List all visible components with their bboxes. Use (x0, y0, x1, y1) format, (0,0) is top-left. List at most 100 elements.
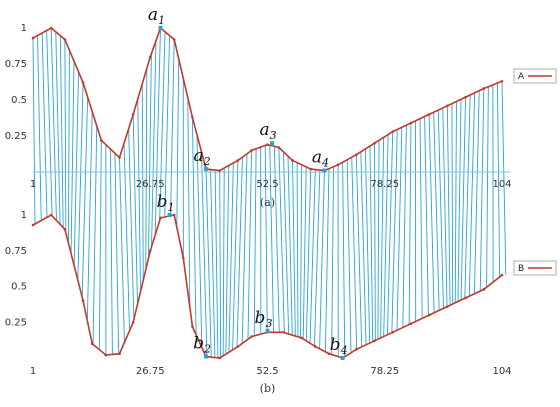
linkage-line (219, 170, 222, 358)
linkage-line (50, 27, 57, 221)
linkage-line (81, 97, 89, 298)
x-tick-label: 1 (30, 179, 36, 190)
linkage-line (205, 169, 212, 358)
linkage-line (132, 114, 138, 305)
linkage-line (364, 148, 371, 344)
data-point (90, 342, 94, 346)
linkage-line (351, 157, 358, 350)
linkage-line (454, 101, 457, 303)
annotation-label: b3 (255, 308, 273, 330)
data-point (266, 143, 269, 146)
data-point (100, 139, 103, 142)
data-point (148, 55, 152, 59)
annotation-marker (204, 354, 209, 359)
data-point (81, 299, 85, 303)
linkage-line (282, 151, 290, 334)
linkage-line (346, 159, 352, 353)
data-point (181, 256, 185, 260)
x-tick-label: 78.25 (370, 366, 399, 377)
x-tick-label: 1 (30, 366, 36, 377)
data-point (354, 153, 358, 157)
data-point (464, 95, 467, 99)
linkage-line (46, 30, 53, 216)
linkage-line (342, 162, 346, 357)
data-point (282, 330, 285, 334)
linkage-line (164, 35, 171, 217)
linkage-line (501, 81, 507, 276)
data-point (391, 130, 395, 133)
linkage-line (473, 90, 480, 294)
data-point (218, 356, 221, 360)
data-point (81, 81, 85, 85)
linkage-line (210, 169, 216, 358)
annotation-label: b1 (157, 192, 175, 214)
linkage-line (86, 111, 93, 321)
series-line-A (32, 26, 503, 172)
x-tick-label: 52.5 (256, 366, 278, 377)
linkage-line (73, 71, 79, 266)
linkage-line (479, 88, 485, 292)
linkage-line (302, 166, 307, 339)
linkage-line (214, 170, 219, 358)
data-point (427, 113, 431, 116)
linkage-line (313, 170, 321, 347)
data-point (464, 296, 467, 300)
data-point (131, 113, 135, 116)
y-tick-label: 0.5 (11, 95, 27, 106)
linkage-line (300, 164, 303, 338)
y-tick-label: 0.25 (5, 317, 27, 328)
x-tick-label: 26.75 (136, 366, 165, 377)
data-point (409, 322, 413, 325)
linkage-line (468, 92, 476, 297)
data-point (118, 156, 121, 159)
y-tick-label: 1 (21, 210, 27, 221)
linkage-line (386, 131, 394, 335)
linkage-line (137, 99, 142, 292)
linkage-line (319, 170, 325, 349)
linkage-line (59, 35, 64, 228)
linkage-line (114, 153, 120, 354)
annotation-marker (158, 26, 163, 30)
linkage-line (451, 103, 454, 304)
linkage-line (292, 160, 296, 336)
data-point (250, 149, 253, 152)
linkage-line (196, 134, 203, 348)
data-point (172, 213, 176, 217)
linkage-line (98, 140, 102, 350)
data-point (131, 320, 135, 324)
data-point (31, 223, 35, 227)
linkage-line (41, 33, 48, 218)
data-point (314, 345, 317, 348)
linkage-line (170, 39, 175, 216)
annotation-marker (204, 167, 209, 172)
annotation-marker (340, 356, 345, 360)
data-point (49, 213, 53, 217)
data-point (236, 345, 240, 348)
linkage-line (331, 166, 334, 355)
data-point (172, 38, 176, 41)
data-point (118, 352, 121, 356)
x-tick-label: 26.75 (136, 179, 165, 190)
data-point (291, 159, 294, 162)
legend-label: A (518, 72, 525, 82)
data-point (236, 159, 240, 162)
x-tick-label: 104 (492, 179, 511, 190)
linkage-line (419, 118, 423, 319)
linkage-line (437, 110, 444, 309)
panel-caption: (a) (260, 196, 275, 209)
linkage-line (222, 168, 225, 356)
annotation-label: a2 (193, 146, 210, 168)
linkage-line (225, 165, 230, 355)
linkage-line (287, 156, 293, 336)
linkage-line (159, 31, 166, 221)
linkage-line (402, 125, 407, 328)
y-tick-label: 1 (21, 23, 27, 34)
data-point (250, 335, 253, 338)
data-point (336, 163, 340, 167)
data-point (218, 169, 221, 172)
linkage-line (391, 129, 398, 333)
annotation-label: b2 (193, 334, 211, 356)
linkage-line (374, 143, 376, 341)
linkage-line (369, 146, 374, 342)
